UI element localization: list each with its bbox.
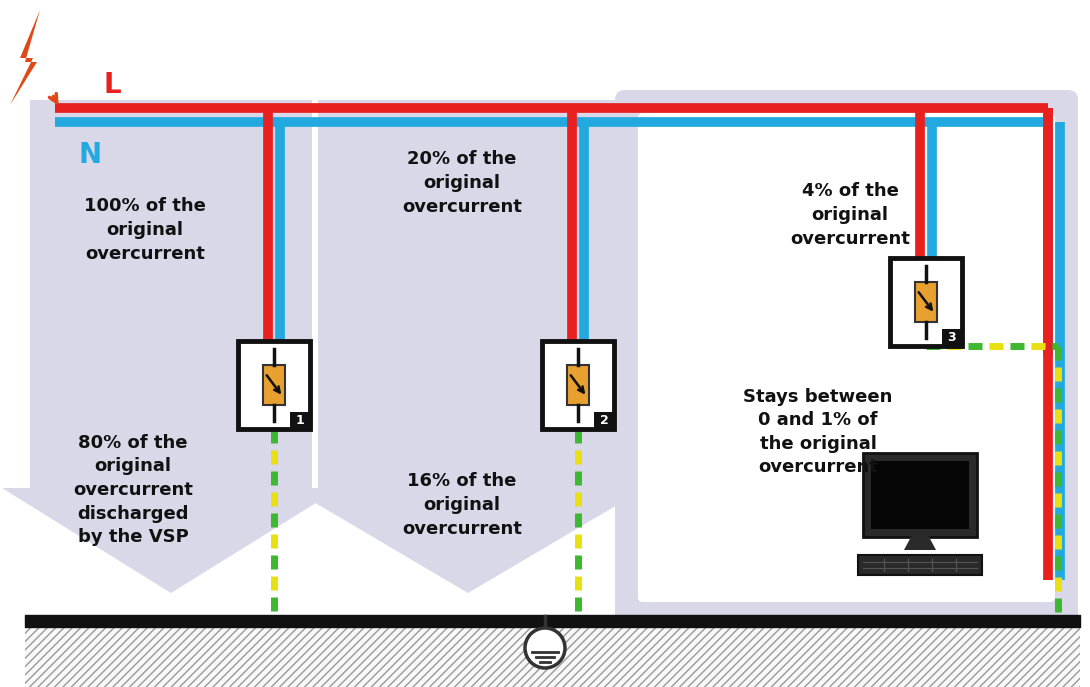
FancyBboxPatch shape xyxy=(871,461,969,529)
Circle shape xyxy=(525,628,565,668)
Polygon shape xyxy=(904,535,936,550)
FancyBboxPatch shape xyxy=(263,365,284,405)
FancyBboxPatch shape xyxy=(638,113,1055,602)
FancyBboxPatch shape xyxy=(942,329,962,346)
Text: 3: 3 xyxy=(947,331,956,344)
Text: 16% of the
original
overcurrent: 16% of the original overcurrent xyxy=(402,473,522,538)
Text: Stays between
0 and 1% of
the original
overcurrent: Stays between 0 and 1% of the original o… xyxy=(743,387,893,476)
Polygon shape xyxy=(2,100,340,593)
FancyBboxPatch shape xyxy=(290,412,310,429)
FancyBboxPatch shape xyxy=(238,341,310,429)
Text: L: L xyxy=(104,71,121,99)
Text: 2: 2 xyxy=(600,414,608,427)
Polygon shape xyxy=(290,100,646,593)
Bar xyxy=(25,627,1080,687)
Polygon shape xyxy=(10,10,40,105)
FancyBboxPatch shape xyxy=(863,453,977,537)
FancyBboxPatch shape xyxy=(891,258,962,346)
Text: 80% of the
original
overcurrent
discharged
by the VSP: 80% of the original overcurrent discharg… xyxy=(73,433,193,546)
FancyBboxPatch shape xyxy=(615,90,1078,625)
FancyBboxPatch shape xyxy=(594,412,614,429)
Text: 100% of the
original
overcurrent: 100% of the original overcurrent xyxy=(84,197,206,262)
Text: 1: 1 xyxy=(295,414,304,427)
FancyBboxPatch shape xyxy=(567,365,589,405)
Text: N: N xyxy=(78,141,101,169)
FancyBboxPatch shape xyxy=(542,341,614,429)
FancyBboxPatch shape xyxy=(858,555,982,575)
FancyBboxPatch shape xyxy=(915,282,937,322)
Text: 4% of the
original
overcurrent: 4% of the original overcurrent xyxy=(790,183,910,247)
Text: 20% of the
original
overcurrent: 20% of the original overcurrent xyxy=(402,150,522,216)
